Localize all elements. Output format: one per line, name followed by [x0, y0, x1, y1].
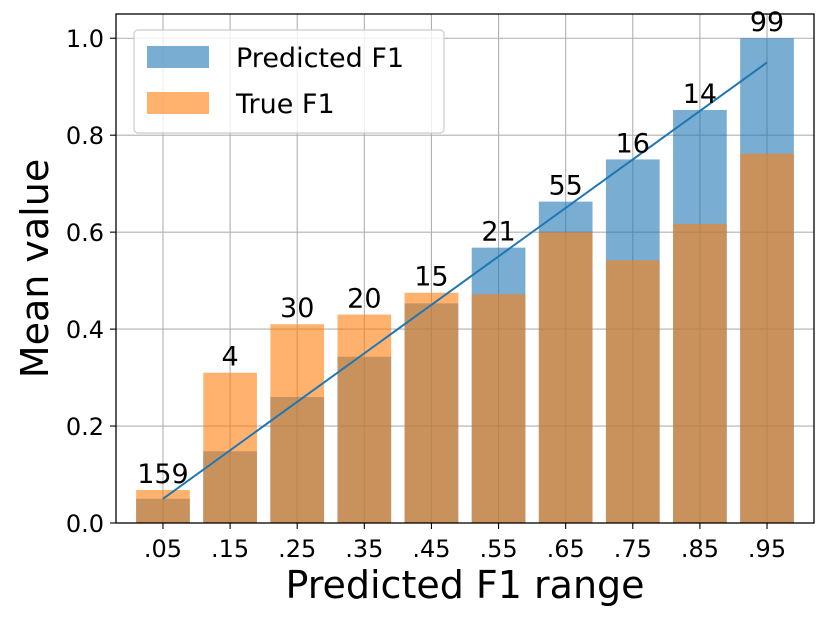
true-f1-bar-1 [203, 372, 257, 523]
count-label-4: 15 [414, 262, 448, 293]
count-label-3: 20 [347, 284, 381, 315]
x-tick-label-2: .25 [278, 535, 316, 563]
y-tick-label-5: 1.0 [66, 25, 104, 53]
x-tick-labels: .05 .15 .25 .35 .45 .55 .65 .75 .85 .95 [144, 523, 786, 563]
count-label-5: 21 [481, 217, 515, 248]
true-f1-bar-4 [404, 292, 459, 523]
count-label-1: 4 [222, 342, 239, 373]
x-tick-label-5: .55 [479, 535, 517, 563]
x-tick-label-4: .45 [412, 535, 450, 563]
y-tick-label-4: 0.8 [66, 122, 104, 150]
y-tick-label-2: 0.4 [66, 316, 104, 344]
legend-swatch-predicted [147, 46, 209, 68]
true-f1-bar-0 [136, 490, 190, 523]
x-tick-label-6: .65 [547, 535, 585, 563]
true-f1-bar-2 [270, 324, 325, 523]
x-tick-label-8: .85 [681, 535, 719, 563]
true-f1-bar-6 [538, 232, 593, 523]
x-tick-label-0: .05 [144, 535, 182, 563]
true-f1-bar-3 [337, 314, 392, 523]
count-label-2: 30 [280, 293, 314, 324]
y-tick-labels: 0.0 0.2 0.4 0.6 0.8 1.0 [66, 25, 116, 538]
legend-swatch-true [147, 92, 209, 114]
x-tick-label-9: .95 [748, 535, 786, 563]
count-label-0: 159 [137, 459, 189, 490]
y-tick-label-0: 0.0 [66, 510, 104, 538]
count-label-8: 14 [683, 79, 717, 110]
x-tick-label-3: .35 [345, 535, 383, 563]
y-tick-label-3: 0.6 [66, 219, 104, 247]
y-tick-label-1: 0.2 [66, 413, 104, 441]
x-axis-label: Predicted F1 range [285, 563, 644, 607]
true-f1-bar-5 [471, 294, 526, 523]
diagonal-line [162, 61, 768, 500]
plot-frame [115, 13, 815, 524]
true-f1-bar-8 [673, 223, 727, 523]
count-label-7: 16 [616, 128, 650, 159]
legend: Predicted F1 True F1 [133, 29, 445, 134]
true-f1-bar-7 [605, 260, 660, 523]
legend-box [133, 29, 445, 134]
y-axis-label: Mean value [13, 159, 57, 378]
legend-label-true: True F1 [235, 89, 335, 120]
count-labels: 159 4 30 20 15 21 55 16 14 99 [137, 7, 784, 490]
x-tick-label-1: .15 [211, 535, 249, 563]
legend-label-predicted: Predicted F1 [236, 43, 404, 74]
x-tick-label-7: .75 [614, 535, 652, 563]
count-label-9: 99 [750, 7, 784, 38]
count-label-6: 55 [548, 171, 582, 202]
bars [136, 38, 794, 524]
true-f1-bar-9 [740, 153, 794, 523]
diagonal-line-segment [162, 61, 768, 500]
